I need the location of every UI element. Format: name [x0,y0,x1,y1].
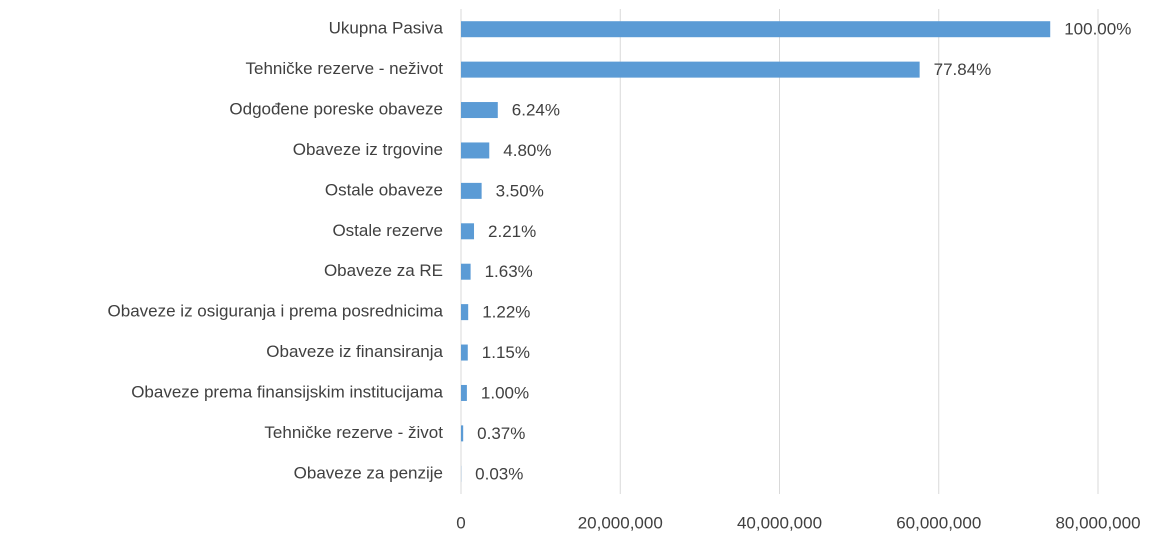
data-label: 4.80% [503,141,551,160]
bar [461,61,920,78]
y-tick-label: Ostale obaveze [325,180,443,199]
x-tick-label: 20,000,000 [578,513,663,532]
x-tick-label: 40,000,000 [737,513,822,532]
y-tick-label: Odgođene poreske obaveze [229,100,443,119]
data-label: 0.37% [477,424,525,443]
y-tick-label: Obaveze prema finansijskim institucijama [131,382,443,401]
y-tick-label: Tehničke rezerve - život [264,423,443,442]
data-label: 1.63% [485,262,533,281]
data-label: 0.03% [475,464,523,483]
data-label: 3.50% [496,181,544,200]
x-tick-label: 80,000,000 [1055,513,1140,532]
bar [461,21,1051,38]
bar [461,384,467,401]
bar [461,304,469,321]
data-label: 1.00% [481,383,529,402]
y-tick-label: Obaveze iz osiguranja i prema posrednici… [108,302,444,321]
bar [461,182,482,199]
data-label: 6.24% [512,101,560,120]
y-tick-label: Obaveze iz trgovine [293,140,443,159]
bar [461,425,464,442]
bar [461,263,471,280]
y-tick-label: Ukupna Pasiva [329,19,444,38]
x-tick-label: 60,000,000 [896,513,981,532]
y-tick-label: Obaveze za penzije [294,463,443,482]
data-label: 2.21% [488,222,536,241]
data-label: 1.22% [482,303,530,322]
data-label: 100.00% [1064,20,1131,39]
bar [461,223,475,240]
bar [461,344,468,361]
y-tick-label: Ostale rezerve [332,221,443,240]
data-label: 77.84% [934,60,992,79]
bar [461,102,498,119]
y-tick-label: Obaveze za RE [324,261,443,280]
bar [461,142,490,159]
x-tick-label: 0 [456,513,465,532]
data-label: 1.15% [482,343,530,362]
y-tick-label: Obaveze iz finansiranja [266,342,443,361]
y-tick-label: Tehničke rezerve - neživot [246,59,444,78]
